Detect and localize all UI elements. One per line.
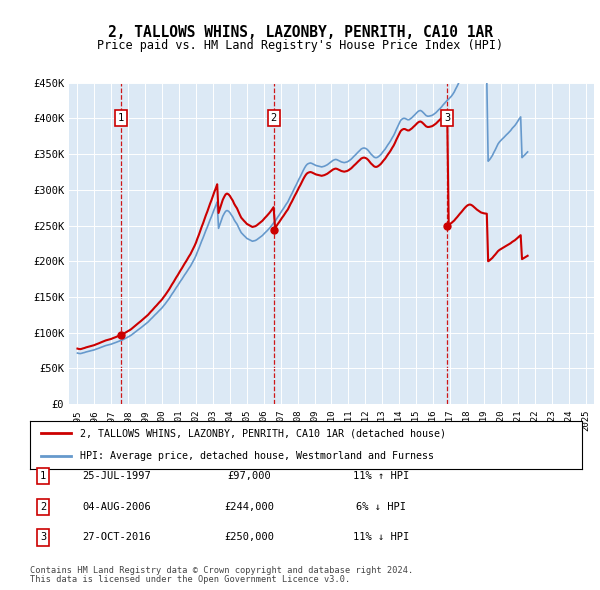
Text: 6% ↓ HPI: 6% ↓ HPI [356,502,406,512]
Text: 1: 1 [118,113,124,123]
Text: This data is licensed under the Open Government Licence v3.0.: This data is licensed under the Open Gov… [30,575,350,584]
Text: £97,000: £97,000 [227,471,271,481]
Text: 2: 2 [40,502,46,512]
Text: HPI: Average price, detached house, Westmorland and Furness: HPI: Average price, detached house, West… [80,451,434,461]
Text: Price paid vs. HM Land Registry's House Price Index (HPI): Price paid vs. HM Land Registry's House … [97,39,503,52]
Text: 11% ↑ HPI: 11% ↑ HPI [353,471,409,481]
Text: 3: 3 [444,113,450,123]
Text: 04-AUG-2006: 04-AUG-2006 [83,502,151,512]
Text: 2, TALLOWS WHINS, LAZONBY, PENRITH, CA10 1AR: 2, TALLOWS WHINS, LAZONBY, PENRITH, CA10… [107,25,493,40]
Text: 27-OCT-2016: 27-OCT-2016 [83,533,151,542]
Text: 1: 1 [40,471,46,481]
Text: 3: 3 [40,533,46,542]
Text: 11% ↓ HPI: 11% ↓ HPI [353,533,409,542]
Text: 2: 2 [271,113,277,123]
Text: 2, TALLOWS WHINS, LAZONBY, PENRITH, CA10 1AR (detached house): 2, TALLOWS WHINS, LAZONBY, PENRITH, CA10… [80,428,446,438]
Text: £244,000: £244,000 [224,502,274,512]
Text: £250,000: £250,000 [224,533,274,542]
Text: Contains HM Land Registry data © Crown copyright and database right 2024.: Contains HM Land Registry data © Crown c… [30,566,413,575]
Text: 25-JUL-1997: 25-JUL-1997 [83,471,151,481]
